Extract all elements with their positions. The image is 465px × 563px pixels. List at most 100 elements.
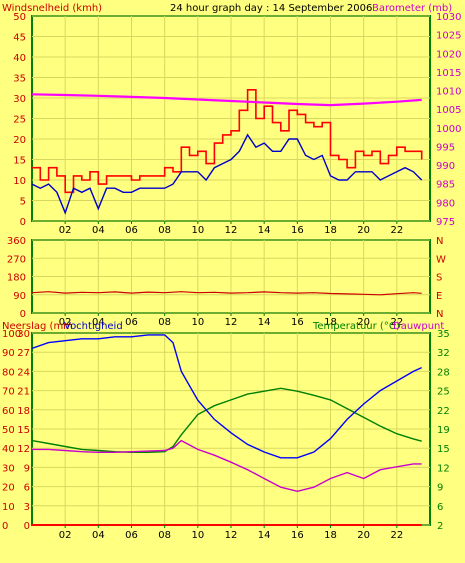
rain-tick-label: 15 — [17, 425, 30, 436]
temperature-line — [31, 387, 422, 453]
x-tick-label: 10 — [191, 225, 204, 236]
temperature-tick-label: 35 — [437, 329, 450, 340]
barometer-tick-label: 1010 — [436, 87, 461, 98]
temperature-tick-label: 9 — [437, 483, 443, 494]
wind-gust-line — [32, 89, 423, 194]
wind-speed-tick-label: 25 — [13, 115, 26, 126]
direction-degree-tick-label: 270 — [7, 254, 26, 265]
dewpoint-line — [32, 439, 422, 493]
dewpoint-axis-label: Dauwpunt — [393, 321, 444, 332]
x-tick-label: 04 — [92, 530, 105, 541]
barometer-tick-label: 1025 — [436, 31, 461, 42]
x-tick-label: 06 — [125, 225, 138, 236]
wind-barometer-panel: 0510152025303540455097598098599099510001… — [13, 12, 461, 236]
temperature-tick-label: 6 — [437, 502, 443, 513]
compass-tick-label: N — [436, 309, 443, 320]
humidity-tick-label: 90 — [2, 348, 15, 359]
x-tick-label: 16 — [291, 225, 304, 236]
x-tick-label: 06 — [125, 530, 138, 541]
barometer-tick-label: 1030 — [436, 12, 461, 23]
x-tick-label: 14 — [258, 530, 271, 541]
temperature-tick-label: 32 — [437, 348, 450, 359]
direction-degree-tick-label: 360 — [7, 236, 26, 247]
barometer-tick-label: 980 — [436, 198, 455, 209]
humidity-tick-label: 20 — [2, 483, 15, 494]
x-tick-label: 22 — [390, 530, 403, 541]
temperature-tick-label: 19 — [437, 425, 450, 436]
wind-speed-tick-label: 40 — [13, 53, 26, 64]
wind-direction-line — [31, 291, 422, 296]
x-tick-label: 20 — [357, 225, 370, 236]
barometer-tick-label: 1000 — [436, 124, 461, 135]
humidity-tick-label: 60 — [2, 406, 15, 417]
compass-tick-label: E — [436, 291, 442, 302]
humidity-tick-label: 80 — [2, 367, 15, 378]
direction-degree-tick-label: 0 — [20, 309, 26, 320]
barometer-tick-label: 1015 — [436, 68, 461, 79]
rain-tick-label: 0 — [24, 521, 30, 532]
wind-speed-axis-label: Windsnelheid (kmh) — [2, 3, 102, 14]
wind-speed-tick-label: 10 — [13, 176, 26, 187]
wind-speed-tick-label: 5 — [20, 197, 26, 208]
compass-tick-label: W — [436, 254, 446, 265]
humidity-line — [31, 334, 422, 459]
direction-degree-tick-label: 90 — [13, 291, 26, 302]
barometer-tick-label: 985 — [436, 180, 455, 191]
humidity-axis-label: Vochtigheid — [64, 321, 123, 332]
wind-series — [31, 89, 423, 215]
rain-tick-label: 18 — [17, 406, 30, 417]
humidity-tick-label: 10 — [2, 502, 15, 513]
x-tick-label: 08 — [158, 225, 171, 236]
barometer-tick-label: 1020 — [436, 49, 461, 60]
barometer-tick-label: 995 — [436, 142, 455, 153]
rain-tick-label: 24 — [17, 367, 30, 378]
x-tick-label: 02 — [59, 225, 72, 236]
compass-tick-label: S — [436, 273, 442, 284]
x-tick-label: 16 — [291, 530, 304, 541]
x-tick-label: 10 — [191, 317, 204, 328]
x-tick-label: 12 — [225, 317, 238, 328]
x-tick-label: 20 — [357, 530, 370, 541]
humidity-tick-label: 70 — [2, 387, 15, 398]
x-tick-label: 18 — [324, 225, 337, 236]
chart-title: 24 hour graph day : 14 September 2006 — [170, 3, 372, 14]
direction-degree-tick-label: 180 — [7, 273, 26, 284]
wind-ticks: 0510152025303540455097598098599099510001… — [13, 12, 461, 236]
wind-speed-tick-label: 15 — [13, 156, 26, 167]
temperature-tick-label: 12 — [437, 463, 450, 474]
rain-tick-label: 12 — [17, 444, 30, 455]
wind-speed-tick-label: 35 — [13, 74, 26, 85]
x-tick-label: 04 — [92, 317, 105, 328]
x-tick-label: 18 — [324, 317, 337, 328]
wind-average-line — [31, 133, 423, 215]
x-tick-label: 12 — [225, 225, 238, 236]
wind-speed-tick-label: 0 — [20, 217, 26, 228]
temp-series — [31, 334, 422, 526]
wind-speed-tick-label: 20 — [13, 135, 26, 146]
rain-tick-label: 9 — [24, 463, 30, 474]
temperature-tick-label: 2 — [437, 521, 443, 532]
humidity-tick-label: 100 — [2, 329, 21, 340]
barometer-axis-label: Barometer (mb) — [372, 3, 452, 14]
compass-tick-label: N — [436, 236, 443, 247]
temperature-tick-label: 15 — [437, 444, 450, 455]
humidity-tick-label: 40 — [2, 444, 15, 455]
x-tick-label: 14 — [258, 225, 271, 236]
humidity-tick-label: 30 — [2, 463, 15, 474]
temperature-axis-label: Temperatuur (°C) — [312, 321, 400, 332]
barometer-tick-label: 975 — [436, 217, 455, 228]
x-tick-label: 02 — [59, 317, 72, 328]
wind-speed-tick-label: 30 — [13, 94, 26, 105]
barometer-line — [31, 93, 422, 107]
barometer-tick-label: 1005 — [436, 105, 461, 116]
x-tick-label: 02 — [59, 530, 72, 541]
x-tick-label: 08 — [158, 530, 171, 541]
direction-series — [31, 291, 422, 296]
temperature-tick-label: 22 — [437, 406, 450, 417]
rain-tick-label: 30 — [17, 329, 30, 340]
x-tick-label: 22 — [390, 225, 403, 236]
